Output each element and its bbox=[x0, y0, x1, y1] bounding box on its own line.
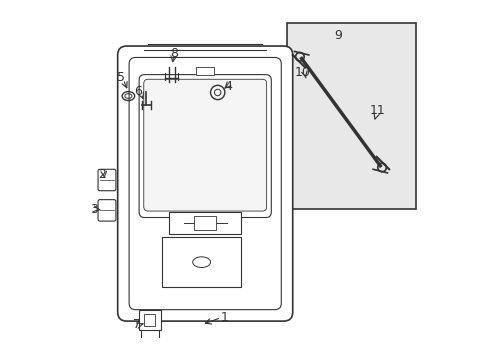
Bar bbox=[139, 310, 160, 330]
Bar bbox=[169, 212, 241, 234]
Text: 7: 7 bbox=[132, 318, 141, 331]
Text: 5: 5 bbox=[117, 71, 125, 84]
Text: 6: 6 bbox=[134, 85, 142, 98]
FancyBboxPatch shape bbox=[98, 169, 116, 191]
Text: 9: 9 bbox=[333, 29, 341, 42]
FancyBboxPatch shape bbox=[118, 46, 292, 321]
Bar bbox=[196, 67, 214, 75]
FancyBboxPatch shape bbox=[143, 79, 266, 211]
Bar bbox=[144, 314, 155, 327]
Text: 2: 2 bbox=[98, 168, 105, 181]
Bar bbox=[194, 216, 216, 230]
Bar bbox=[162, 237, 241, 287]
Text: 4: 4 bbox=[224, 80, 232, 93]
Bar bbox=[287, 23, 415, 208]
Text: 11: 11 bbox=[369, 104, 385, 117]
Text: 10: 10 bbox=[295, 66, 310, 79]
Text: 3: 3 bbox=[90, 203, 98, 216]
Text: 1: 1 bbox=[221, 311, 228, 324]
FancyBboxPatch shape bbox=[98, 200, 116, 221]
Text: 8: 8 bbox=[170, 47, 178, 60]
